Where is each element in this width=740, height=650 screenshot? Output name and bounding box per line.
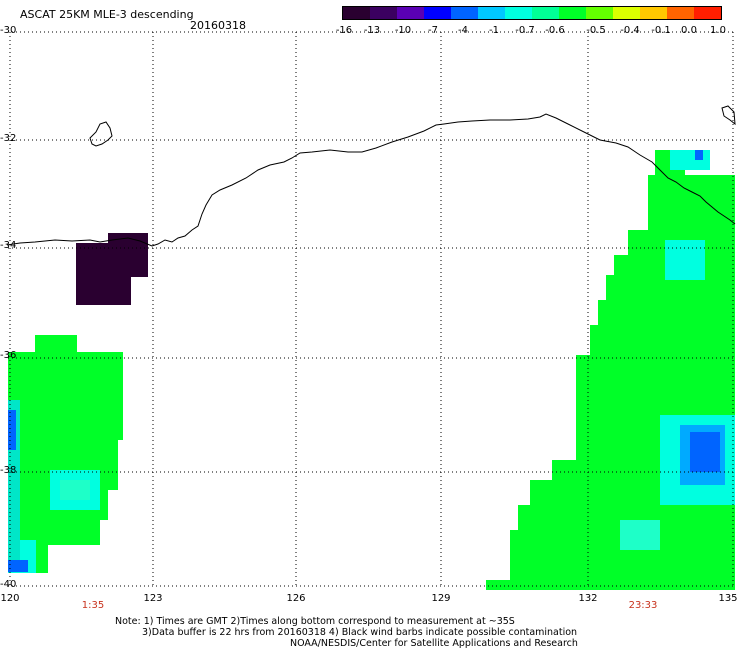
swath-cell-low: [695, 150, 703, 160]
color-scale-label: -4: [458, 25, 468, 36]
color-scale-label: -10: [394, 25, 412, 36]
color-swatch: [397, 7, 424, 19]
swath-cell: [8, 352, 123, 382]
color-scale-label: -0.7: [515, 25, 535, 36]
time-label-left: 1:35: [81, 600, 105, 611]
swath-cell-strong: [108, 233, 148, 245]
lat-label: -34: [0, 240, 17, 251]
color-scale-label: 1.0: [710, 25, 726, 36]
color-swatch: [667, 7, 694, 19]
swath-cell: [648, 175, 735, 235]
color-swatch: [478, 7, 505, 19]
swath-cell-high: [665, 240, 705, 280]
island-outline: [89, 121, 113, 147]
lat-label: -40: [0, 579, 17, 590]
color-swatch: [343, 7, 370, 19]
color-scale-label: -7: [428, 25, 438, 36]
color-scale-label: -0.6: [545, 25, 565, 36]
color-swatch: [505, 7, 532, 19]
wind-swath-data: [8, 150, 735, 590]
swath-cell-low: [690, 432, 720, 472]
coast-detail-right: [721, 105, 736, 126]
swath-cell-low: [8, 410, 16, 450]
swath-cell-high: [670, 150, 710, 170]
swath-cell-strong: [76, 243, 148, 277]
coastline: [6, 113, 736, 247]
lon-label: 132: [578, 593, 598, 604]
color-scale-label: -13: [363, 25, 381, 36]
swath-cell-strong: [76, 272, 131, 305]
color-scale-label: -16: [335, 25, 353, 36]
swath-cell-high: [620, 520, 660, 550]
lat-label: -32: [0, 133, 17, 144]
map-title: ASCAT 25KM MLE-3 descending: [20, 8, 194, 21]
color-swatch: [451, 7, 478, 19]
lon-label: 126: [286, 593, 306, 604]
color-scale-bar: [342, 6, 722, 20]
color-swatch: [586, 7, 613, 19]
color-swatch: [613, 7, 640, 19]
color-swatch: [532, 7, 559, 19]
color-scale-label: -0.5: [586, 25, 606, 36]
color-swatch: [370, 7, 397, 19]
lon-label: 120: [0, 593, 20, 604]
note-line-3: NOAA/NESDIS/Center for Satellite Applica…: [290, 638, 578, 649]
lon-label: 123: [143, 593, 163, 604]
note-line-1: Note: 1) Times are GMT 2)Times along bot…: [115, 616, 515, 627]
color-scale-label: -1: [489, 25, 499, 36]
lat-label: -30: [0, 25, 17, 36]
swath-cell-high: [60, 480, 90, 500]
color-scale-label: 0.0: [681, 25, 697, 36]
color-swatch: [640, 7, 667, 19]
map-date: 20160318: [190, 19, 246, 32]
swath-cell: [590, 325, 735, 355]
time-label-right: 23:33: [628, 600, 658, 611]
swath-cell-low: [8, 560, 28, 572]
color-scale-label: -0.1: [651, 25, 671, 36]
swath-cell: [486, 580, 735, 590]
color-scale-label: -0.4: [620, 25, 640, 36]
lat-label: -36: [0, 350, 17, 361]
lon-label: 129: [431, 593, 451, 604]
lat-label: -38: [0, 465, 17, 476]
color-swatch: [694, 7, 721, 19]
color-swatch: [424, 7, 451, 19]
lon-label: 135: [718, 593, 738, 604]
note-line-2: 3)Data buffer is 22 hrs from 20160318 4)…: [142, 627, 578, 638]
color-swatch: [559, 7, 586, 19]
